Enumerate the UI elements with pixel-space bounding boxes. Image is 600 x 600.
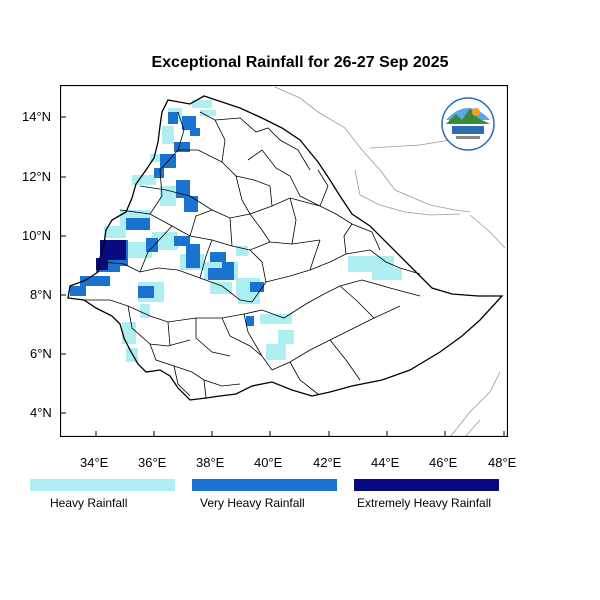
y-tick-label: 12°N [22, 169, 52, 184]
x-tick-label: 48°E [488, 455, 517, 470]
x-tick-label: 34°E [80, 455, 109, 470]
x-tick-label: 42°E [313, 455, 342, 470]
legend-swatch-heavy [30, 479, 175, 491]
very-heavy-rainfall-cells [70, 112, 264, 326]
neighbor-borders [274, 86, 506, 437]
y-tick-label: 10°N [22, 228, 52, 243]
map-title: Exceptional Rainfall for 26-27 Sep 2025 [151, 54, 449, 71]
legend-label-extremely-heavy: Extremely Heavy Rainfall [357, 496, 492, 510]
y-tick-marks [60, 116, 66, 414]
y-tick-label: 8°N [30, 287, 52, 302]
x-tick-label: 44°E [371, 455, 400, 470]
rainfall-map [60, 85, 508, 437]
x-tick-marks [95, 431, 505, 437]
legend-swatch-very-heavy [192, 479, 337, 491]
x-tick-label: 36°E [138, 455, 167, 470]
legend-label-heavy: Heavy Rainfall [50, 496, 128, 510]
x-tick-label: 38°E [196, 455, 225, 470]
ethiopia-outline [67, 95, 504, 401]
x-tick-label: 40°E [254, 455, 283, 470]
x-tick-label: 46°E [429, 455, 458, 470]
legend-swatch-extremely-heavy [354, 479, 499, 491]
y-tick-label: 14°N [22, 109, 52, 124]
ethiopian-meteorology-institute-logo [441, 97, 495, 151]
legend-label-very-heavy: Very Heavy Rainfall [200, 496, 305, 510]
admin-boundaries [82, 111, 421, 399]
axes-frame [60, 85, 508, 437]
y-tick-label: 4°N [30, 405, 52, 420]
y-tick-label: 6°N [30, 346, 52, 361]
